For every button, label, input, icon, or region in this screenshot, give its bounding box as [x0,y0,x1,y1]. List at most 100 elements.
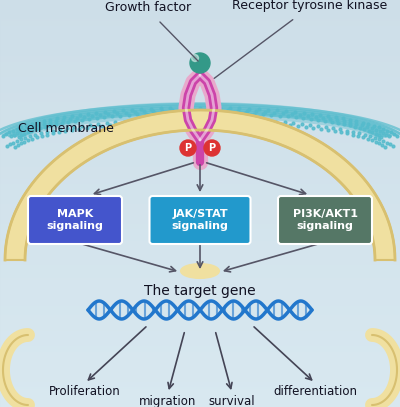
Bar [0,270,400,271]
Bar [0,34,400,35]
Bar [0,325,400,326]
Bar [0,49,400,50]
Bar [0,285,400,286]
Bar [0,271,400,272]
Bar [0,401,400,402]
Bar [0,391,400,392]
Text: JAK/STAT
signaling: JAK/STAT signaling [172,209,228,231]
Bar [0,336,400,337]
Bar [0,232,400,233]
Bar [0,7,400,8]
Bar [0,51,400,52]
Bar [0,136,400,137]
Bar [0,187,400,188]
Bar [0,318,400,319]
Bar [0,378,400,379]
Bar [0,261,400,262]
Bar [0,250,400,251]
Bar [0,82,400,83]
Bar [0,240,400,241]
Bar [0,227,400,228]
Bar [0,203,400,204]
Bar [0,234,400,235]
Ellipse shape [204,140,220,156]
Bar [0,130,400,131]
Bar [0,120,400,121]
Bar [0,127,400,128]
Bar [0,290,400,291]
Bar [0,179,400,180]
Bar [0,241,400,242]
Bar [0,385,400,386]
Bar [0,131,400,132]
Bar [0,77,400,78]
Bar [0,317,400,318]
Bar [0,397,400,398]
Bar [0,107,400,108]
Bar [0,20,400,21]
Bar [0,63,400,64]
Bar [0,104,400,105]
Bar [0,201,400,202]
Bar [0,188,400,189]
Bar [0,163,400,164]
Bar [0,242,400,243]
Bar [0,339,400,340]
Bar [0,164,400,165]
Bar [0,218,400,219]
Text: Growth factor: Growth factor [105,1,191,14]
Bar [0,266,400,267]
Bar [0,345,400,346]
Text: Proliferation: Proliferation [49,385,121,398]
Bar [0,390,400,391]
Bar [0,68,400,69]
Bar [0,191,400,192]
Bar [0,86,400,87]
Bar [0,148,400,149]
Bar [0,351,400,352]
Bar [0,143,400,144]
Bar [0,316,400,317]
Bar [0,132,400,133]
Bar [0,313,400,314]
Bar [0,276,400,277]
Bar [0,328,400,329]
Bar [0,267,400,268]
Bar [0,379,400,380]
Bar [0,375,400,376]
Bar [0,361,400,362]
Bar [0,33,400,34]
Bar [0,70,400,71]
Bar [0,59,400,60]
Bar [0,183,400,184]
Bar [0,14,400,15]
Bar [0,255,400,256]
Bar [0,74,400,75]
Bar [0,310,400,311]
Bar [0,38,400,39]
Bar [0,135,400,136]
Bar [0,359,400,360]
Bar [0,258,400,259]
FancyBboxPatch shape [278,196,372,244]
Bar [0,160,400,161]
Bar [0,295,400,296]
Bar [0,129,400,130]
Bar [0,393,400,394]
Bar [0,96,400,97]
Bar [0,186,400,187]
Bar [0,134,400,135]
Bar [0,204,400,205]
Bar [0,8,400,9]
Bar [0,229,400,230]
Bar [0,84,400,85]
Bar [0,162,400,163]
Bar [0,101,400,102]
Bar [0,169,400,170]
Bar [0,307,400,308]
Bar [0,198,400,199]
Bar [0,213,400,214]
Bar [0,46,400,47]
Bar [0,174,400,175]
Bar [0,147,400,148]
